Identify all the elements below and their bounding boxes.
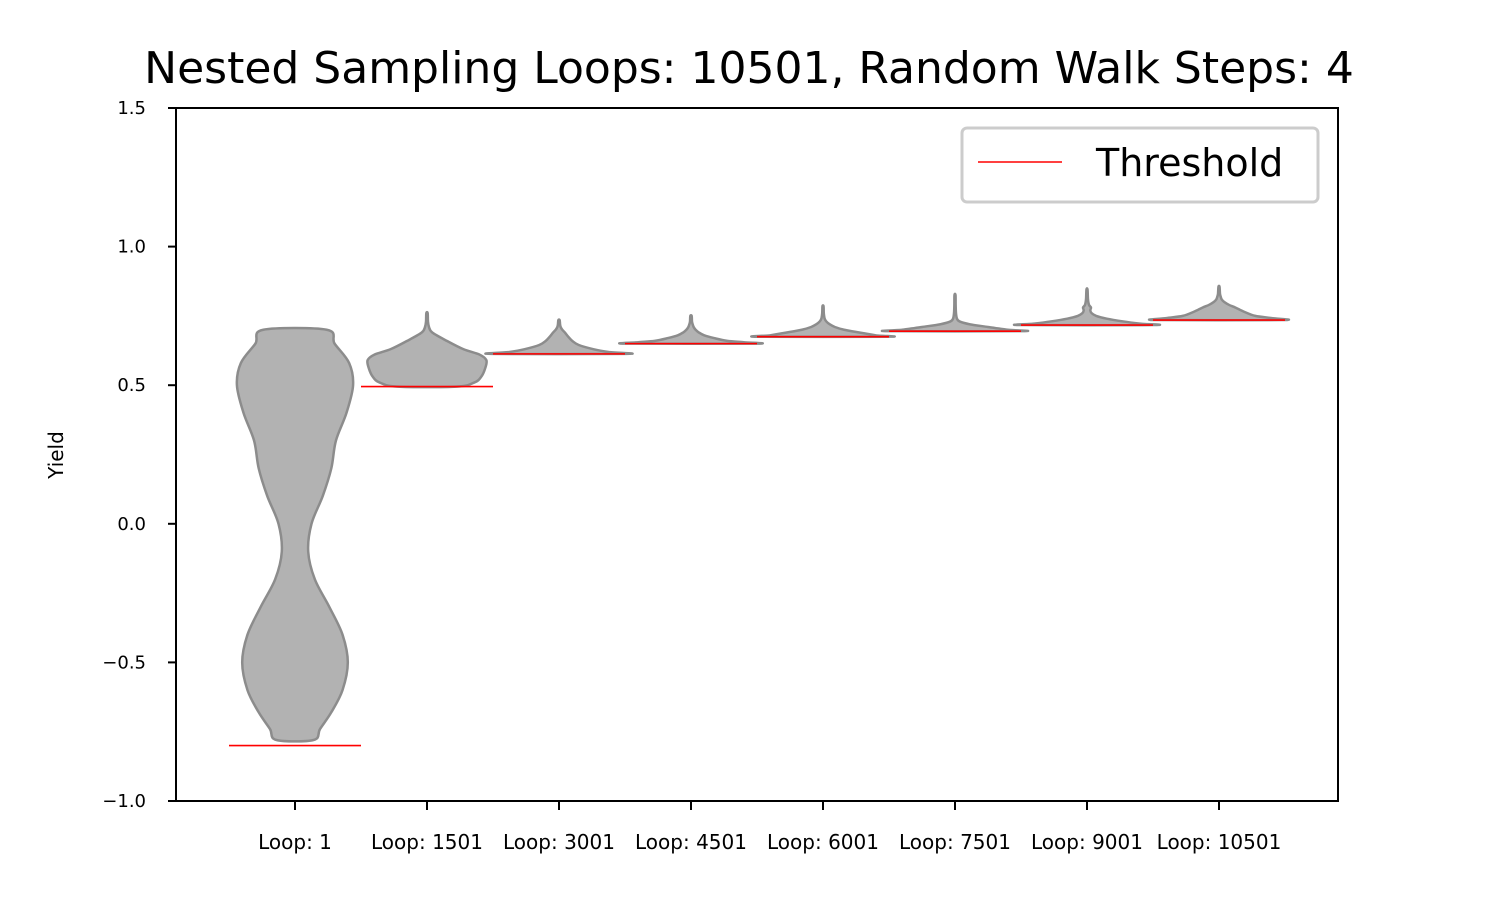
x-tick-label: Loop: 10501 — [1157, 830, 1282, 854]
thresholds-group — [229, 319, 1285, 747]
x-tick-label: Loop: 6001 — [767, 830, 879, 854]
violin-7 — [1012, 287, 1162, 327]
violin-8 — [1147, 284, 1291, 322]
x-tick-label: Loop: 3001 — [503, 830, 615, 854]
plot-area-frame — [175, 107, 1339, 802]
x-tick-label: Loop: 7501 — [899, 830, 1011, 854]
violins-group — [235, 284, 1291, 743]
y-tick-label: 1.5 — [117, 98, 146, 119]
y-tick-label: −1.0 — [102, 791, 146, 812]
y-tick-label: −0.5 — [102, 652, 146, 673]
y-axis: −1.0 −0.5 0.0 0.5 1.0 1.5 — [102, 98, 176, 812]
violin-6 — [880, 292, 1030, 333]
violin-3 — [484, 318, 634, 356]
violin-1 — [235, 326, 355, 743]
y-axis-label: Yield — [44, 431, 68, 480]
x-tick-label: Loop: 1501 — [371, 830, 483, 854]
y-tick-label: 0.5 — [117, 375, 146, 396]
violin-2 — [366, 310, 488, 389]
x-tick-label: Loop: 1 — [258, 830, 332, 854]
legend: Threshold — [960, 126, 1320, 204]
x-tick-label: Loop: 4501 — [635, 830, 747, 854]
legend-threshold-label: Threshold — [1095, 141, 1283, 185]
legend-box — [960, 126, 1320, 204]
chart-title: Nested Sampling Loops: 10501, Random Wal… — [144, 43, 1354, 94]
x-axis: Loop: 1 Loop: 1501 Loop: 3001 Loop: 4501 Loo… — [258, 801, 1281, 854]
violin-4 — [618, 313, 764, 346]
x-tick-label: Loop: 9001 — [1031, 830, 1143, 854]
y-tick-label: 0.0 — [117, 514, 146, 535]
violin-5 — [750, 304, 896, 339]
y-tick-label: 1.0 — [117, 237, 146, 258]
